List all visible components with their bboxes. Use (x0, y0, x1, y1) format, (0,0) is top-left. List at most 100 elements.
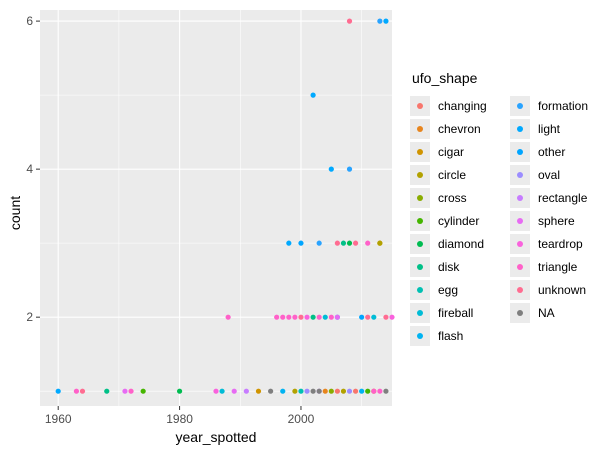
legend-column-right: formation light other oval rectangle sphere te… (510, 94, 600, 347)
legend-item: light (510, 117, 600, 140)
y-tick-label: 2 (26, 310, 33, 324)
legend: ufo_shape changing chevron cigar circle cros… (410, 70, 600, 347)
legend-columns: changing chevron cigar circle cross cylinder d… (410, 94, 600, 347)
data-point (225, 314, 231, 320)
data-point (316, 388, 322, 394)
legend-label: rectangle (538, 190, 588, 205)
data-point (140, 388, 146, 394)
data-point (389, 314, 395, 320)
legend-dot (517, 309, 523, 316)
legend-key (510, 118, 530, 139)
legend-dot (417, 171, 423, 178)
legend-dot (417, 102, 423, 109)
legend-label: flash (438, 328, 464, 343)
data-point (346, 166, 353, 172)
data-point (122, 388, 128, 394)
data-point (304, 388, 310, 394)
legend-label: oval (538, 167, 561, 182)
data-point (328, 388, 334, 394)
data-point (346, 388, 353, 394)
data-point (346, 18, 353, 24)
data-point (310, 388, 316, 394)
legend-key (410, 95, 430, 116)
legend-label: cylinder (438, 213, 480, 228)
legend-label: fireball (438, 305, 474, 320)
legend-label: formation (538, 98, 589, 113)
legend-label: triangle (538, 259, 578, 274)
legend-key (510, 233, 530, 254)
y-axis: 2 4 6 (26, 14, 40, 324)
legend-dot (417, 309, 423, 316)
legend-label: egg (438, 282, 459, 297)
legend-item: flash (410, 324, 510, 347)
x-axis-title: year_spotted (176, 429, 257, 445)
legend-dot (517, 194, 523, 201)
legend-key (410, 164, 430, 185)
legend-item: formation (510, 94, 600, 117)
data-point (334, 388, 340, 394)
data-point (383, 388, 389, 394)
data-point (371, 388, 377, 394)
legend-title: ufo_shape (412, 70, 478, 86)
legend-label: unknown (538, 282, 587, 297)
legend-dot (417, 286, 423, 293)
legend-key (410, 233, 430, 254)
data-point (359, 388, 365, 394)
data-point (286, 314, 292, 320)
data-point (280, 314, 286, 320)
legend-label: cigar (438, 144, 465, 159)
y-tick-label: 6 (26, 14, 33, 28)
legend-key (510, 256, 530, 277)
legend-label: chevron (438, 121, 481, 136)
legend-label: cross (438, 190, 467, 205)
legend-label: teardrop (538, 236, 583, 251)
legend-dot (517, 125, 523, 132)
legend-dot (417, 125, 423, 132)
data-point (377, 18, 383, 24)
data-point (322, 314, 328, 320)
x-tick-label: 1980 (166, 412, 193, 426)
data-point (383, 18, 389, 24)
legend-label: circle (438, 167, 467, 182)
data-point (268, 388, 274, 394)
data-point (316, 314, 322, 320)
data-point (286, 240, 292, 246)
data-point (377, 240, 383, 246)
legend-item: triangle (510, 255, 600, 278)
data-point (128, 388, 134, 394)
data-point (55, 388, 61, 394)
legend-item: cylinder (410, 209, 510, 232)
data-point (292, 314, 298, 320)
data-point (365, 240, 371, 246)
legend-key (510, 187, 530, 208)
data-point (219, 388, 225, 394)
legend-item: diamond (410, 232, 510, 255)
data-point (352, 240, 359, 246)
legend-item: chevron (410, 117, 510, 140)
data-point (340, 388, 347, 394)
y-axis-title: count (7, 196, 23, 230)
legend-dot (417, 332, 423, 339)
data-point (292, 388, 298, 394)
legend-key (510, 302, 530, 323)
legend-dot (517, 171, 523, 178)
legend-dot (417, 194, 423, 201)
legend-item: NA (510, 301, 600, 324)
data-point (322, 388, 328, 394)
data-point (365, 388, 371, 394)
data-points (55, 18, 395, 394)
data-point (298, 314, 304, 320)
legend-key (410, 256, 430, 277)
data-point (255, 388, 262, 394)
plot-panel (40, 10, 392, 406)
legend-item: cigar (410, 140, 510, 163)
legend-label: diamond (438, 236, 485, 251)
y-tick-label: 4 (26, 162, 33, 176)
data-point (213, 388, 219, 394)
legend-column-left: changing chevron cigar circle cross cylinder d… (410, 94, 510, 347)
legend-key (510, 95, 530, 116)
x-tick-label: 1960 (45, 412, 72, 426)
data-point (310, 92, 316, 98)
data-point (176, 388, 183, 394)
